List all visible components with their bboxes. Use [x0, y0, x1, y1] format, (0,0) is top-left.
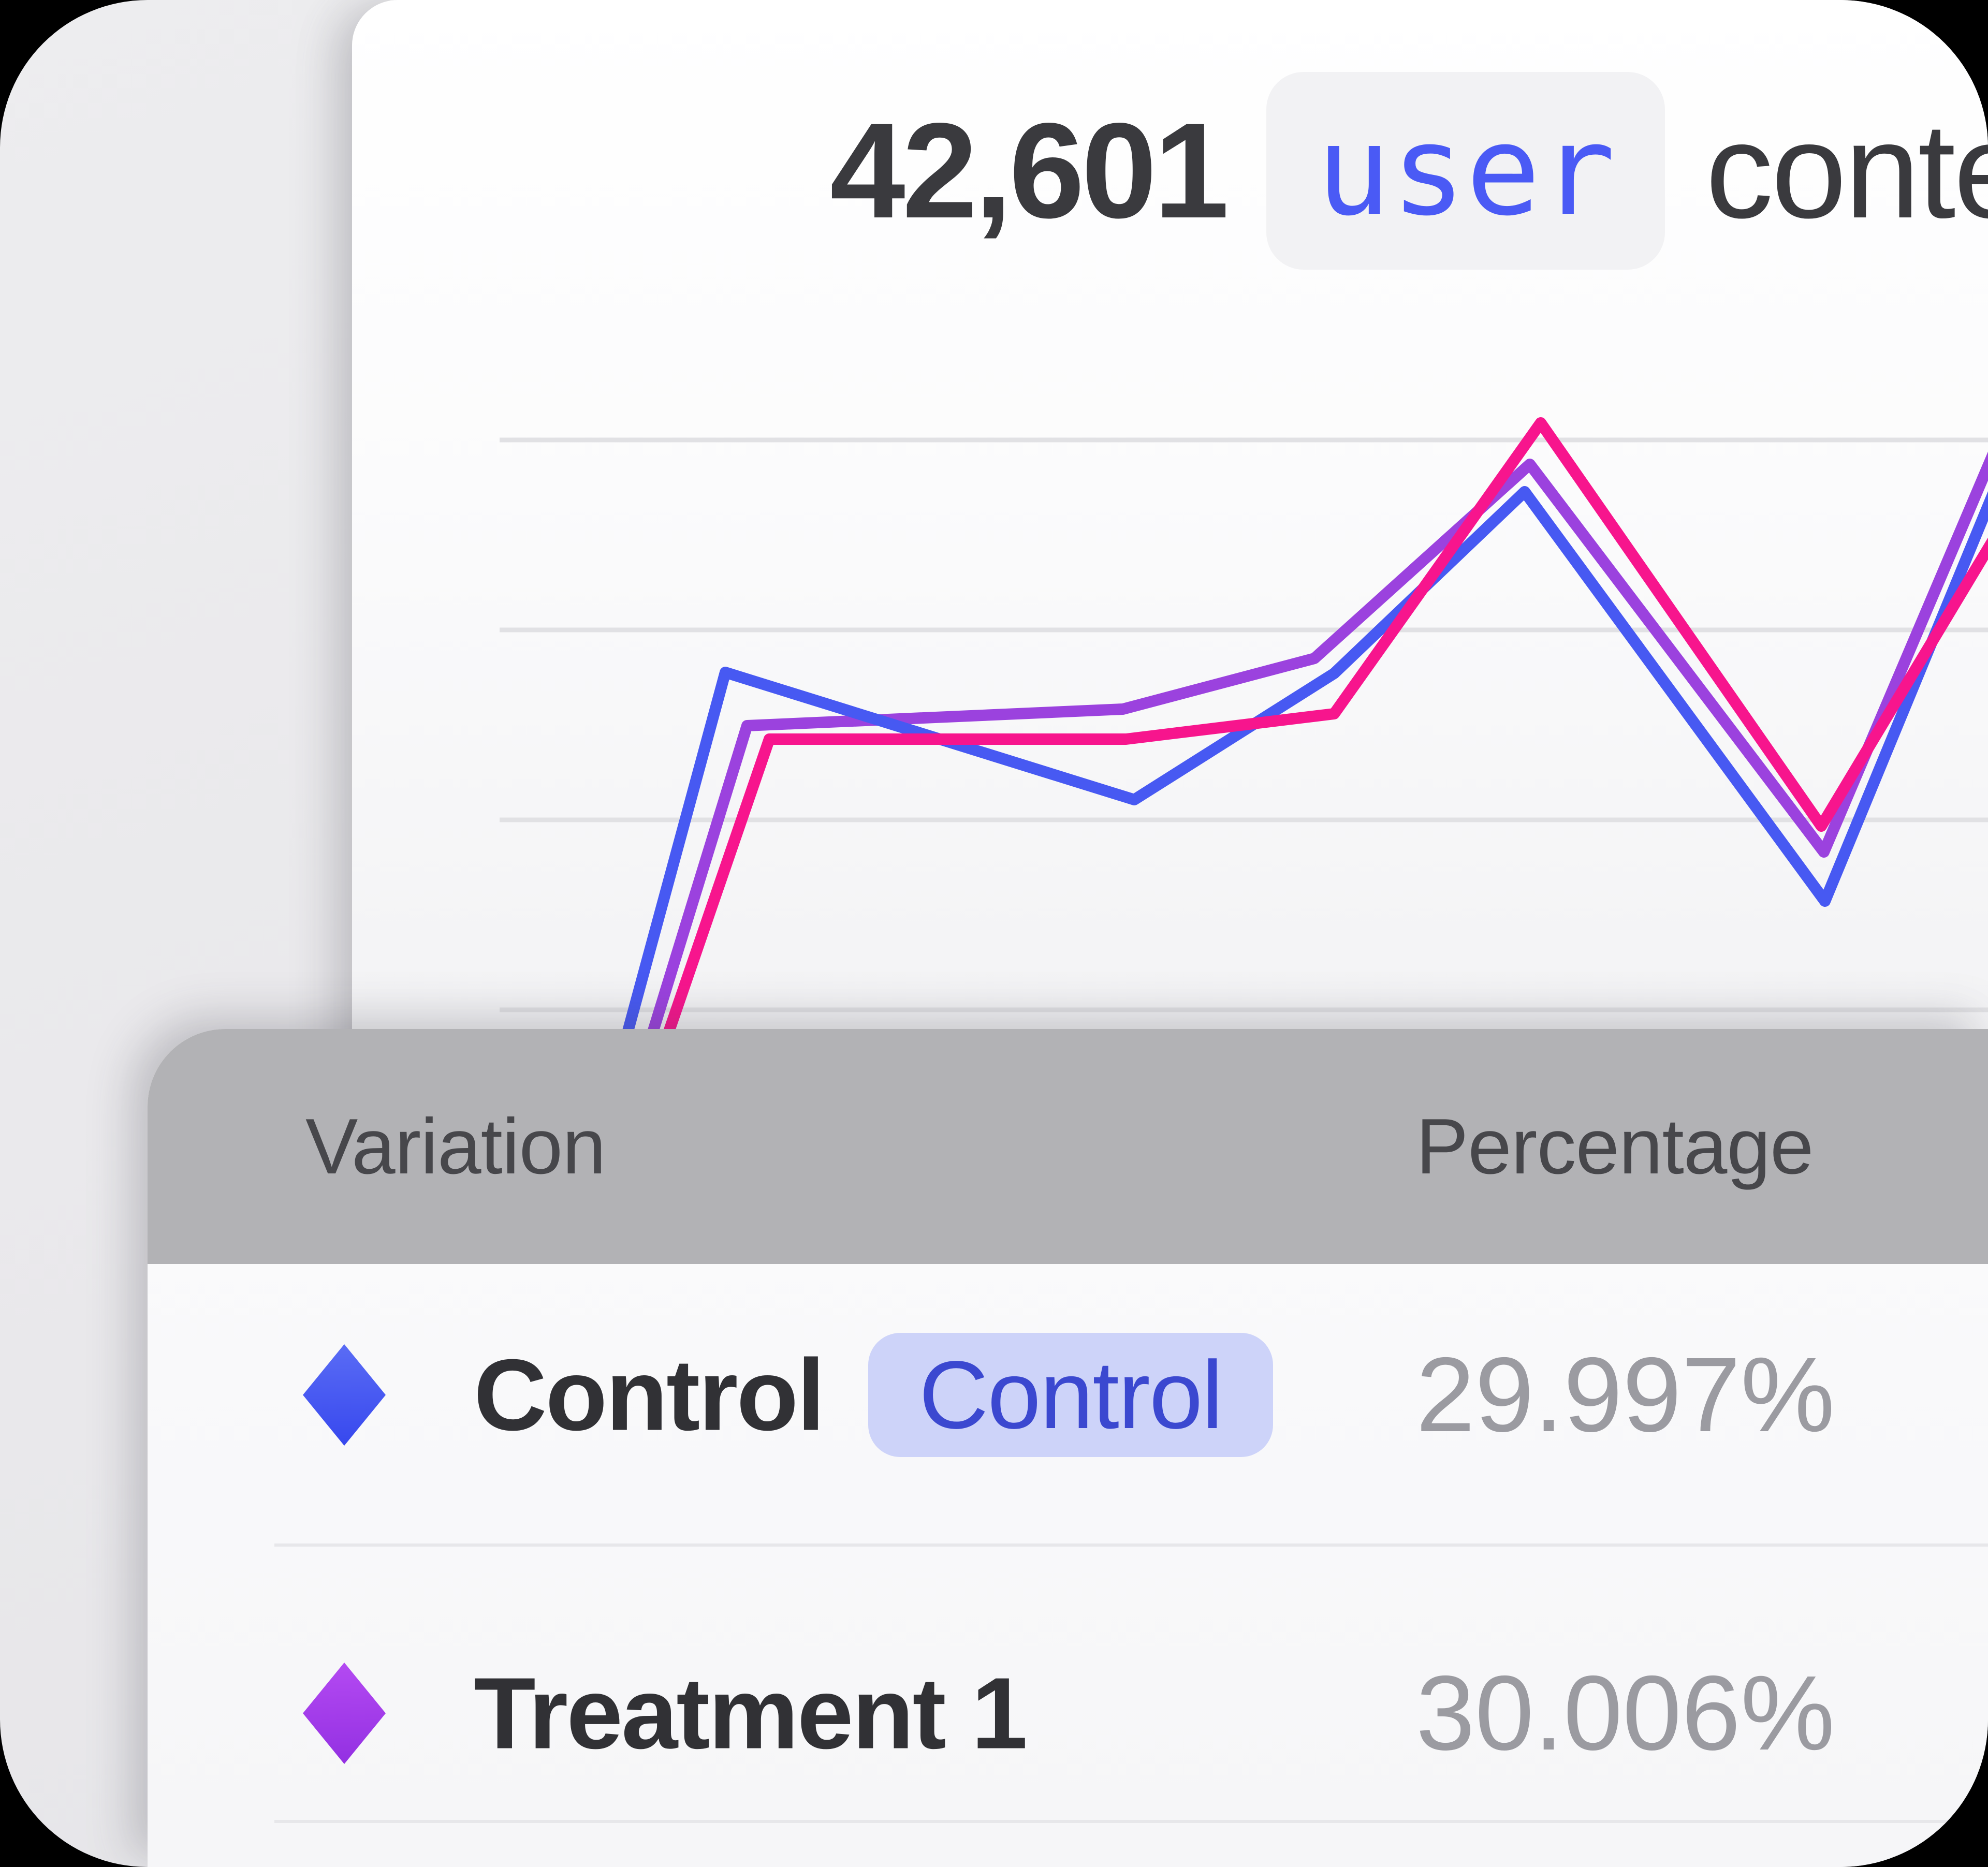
metrics-card: 42,601 user contexts in: [352, 0, 1988, 1090]
variation-name: Treatment 1: [474, 1656, 1028, 1770]
diamond-icon: [303, 1344, 386, 1446]
line-series-treatment-1: [629, 451, 1988, 1090]
line-series-control: [606, 486, 1988, 1090]
row-divider: [274, 1820, 1988, 1823]
column-header-variation: Variation: [305, 1102, 606, 1190]
table-row[interactable]: Control Control 29.997%: [148, 1333, 1988, 1457]
table-row[interactable]: Treatment 1 30.006%: [148, 1651, 1988, 1775]
variation-results-table: Variation Percentage Control Control 29.…: [148, 1029, 1988, 1867]
diamond-icon: [303, 1663, 386, 1764]
variation-percentage: 29.997%: [1416, 1335, 1835, 1454]
context-kind-badge: user: [1266, 72, 1665, 270]
row-divider: [274, 1543, 1988, 1547]
card-title-suffix: contexts in: [1705, 95, 1988, 246]
column-header-percentage: Percentage: [1416, 1102, 1814, 1190]
line-series-unlabeled-pink-series: [642, 417, 1988, 1090]
context-count: 42,601: [830, 95, 1229, 246]
table-header-row: Variation Percentage: [148, 1029, 1988, 1264]
variation-name: Control: [474, 1338, 825, 1452]
variation-percentage: 30.006%: [1416, 1654, 1835, 1772]
experiment-line-chart: [500, 417, 1988, 1090]
card-title: 42,601 user contexts in: [830, 72, 1988, 270]
control-badge: Control: [868, 1333, 1273, 1457]
